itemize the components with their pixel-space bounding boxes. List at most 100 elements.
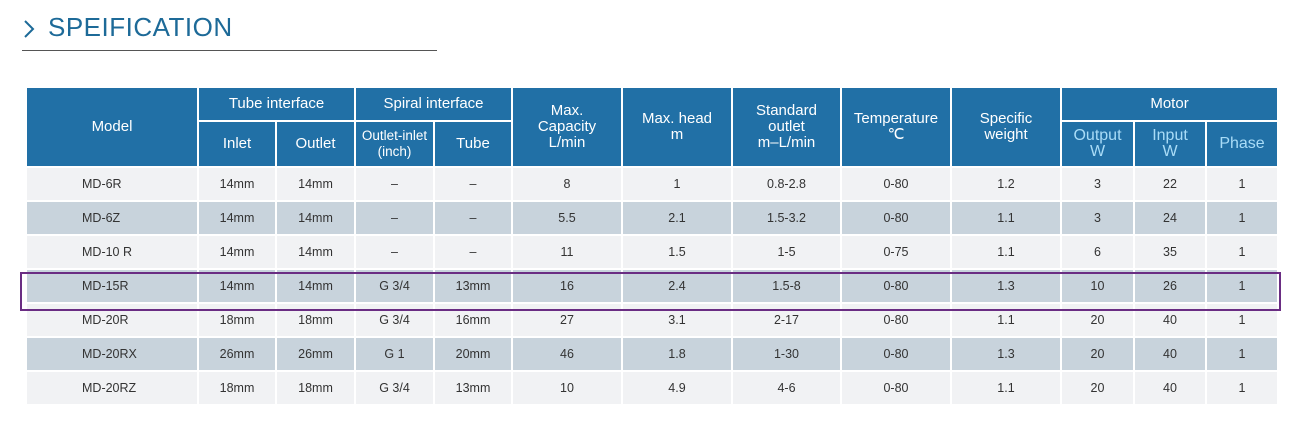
table-cell: 14mm — [275, 234, 356, 270]
table-cell: 1 — [1204, 336, 1280, 372]
table-cell: 0-80 — [840, 302, 952, 338]
table-row: MD-20RX 26mm 26mm G 1 20mm 46 1.8 1-30 0-80 1.3 20… — [25, 336, 1280, 372]
table-cell: 18mm — [197, 370, 277, 406]
table-cell: 1 — [621, 166, 733, 202]
header-line: Specific — [979, 110, 1033, 127]
header-cell: Outlet — [275, 120, 356, 168]
header-cell: Input W — [1133, 120, 1207, 168]
table-cell: MD-15R — [25, 268, 199, 304]
header-cell: Inlet — [197, 120, 277, 168]
header-line: m–L/min — [757, 134, 816, 151]
table-cell: MD-10 R — [25, 234, 199, 270]
table-cell: – — [433, 166, 513, 202]
table-cell: 0-80 — [840, 268, 952, 304]
table-cell: 11 — [511, 234, 623, 270]
table-body: MD-6R 14mm 14mm – –8 1 0.8-2.8 0-80 1.2 3 22 1 MD-6Z… — [25, 166, 1280, 406]
header-cell: Tube interface — [197, 86, 356, 122]
table-cell: 0-80 — [840, 166, 952, 202]
table-cell: 26mm — [275, 336, 356, 372]
table-cell: 1.5-8 — [731, 268, 842, 304]
table-cell: 22 — [1133, 166, 1207, 202]
table-cell: 1.1 — [950, 302, 1062, 338]
table-cell: G 3/4 — [354, 268, 435, 304]
table-cell: 1.8 — [621, 336, 733, 372]
table-cell: 1.2 — [950, 166, 1062, 202]
header-cell: Outlet-inlet (inch) — [354, 120, 435, 168]
table-cell: 8 — [511, 166, 623, 202]
table-cell: 20 — [1060, 302, 1135, 338]
table-row: MD-6Z 14mm 14mm – –5.5 2.1 1.5-3.2 0-80 1.1 3 24 1 — [25, 200, 1280, 236]
table-cell: 20 — [1060, 370, 1135, 406]
table-cell: 1.1 — [950, 200, 1062, 236]
header-cell: Output W — [1060, 120, 1135, 168]
table-cell: 0-80 — [840, 336, 952, 372]
table-cell: – — [354, 166, 435, 202]
table-cell: 3.1 — [621, 302, 733, 338]
table-cell: 1 — [1204, 302, 1280, 338]
header-cell: Max. head m — [621, 86, 733, 168]
header-cell: Tube — [433, 120, 513, 168]
table-row: MD-6R 14mm 14mm – –8 1 0.8-2.8 0-80 1.2 3 22 1 — [25, 166, 1280, 202]
table-cell: 0-75 — [840, 234, 952, 270]
header-line: W — [1162, 143, 1178, 160]
table-cell: 1 — [1204, 200, 1280, 236]
table-cell: 14mm — [275, 200, 356, 236]
header-line: Capacity — [537, 118, 597, 135]
header-line: ℃ — [887, 126, 905, 143]
header-line: Standard — [756, 102, 817, 119]
table-cell: 0-80 — [840, 370, 952, 406]
table-cell: MD-20RX — [25, 336, 199, 372]
table-cell: 26 — [1133, 268, 1207, 304]
table-cell: 20 — [1060, 336, 1135, 372]
table-cell: 13mm — [433, 370, 513, 406]
table-cell: MD-20RZ — [25, 370, 199, 406]
header-cell: Specific weight — [950, 86, 1062, 168]
table-cell: – — [354, 234, 435, 270]
table-cell: 3 — [1060, 166, 1135, 202]
table-cell: 3 — [1060, 200, 1135, 236]
table-cell: 5.5 — [511, 200, 623, 236]
table-cell: 1.5 — [621, 234, 733, 270]
table-cell: 24 — [1133, 200, 1207, 236]
header-cell: Standard outlet m–L/min — [731, 86, 842, 168]
table-cell: 2.1 — [621, 200, 733, 236]
header-line: Temperature — [853, 110, 939, 127]
header-line: Input — [1152, 127, 1188, 144]
table-row: MD-20RZ 18mm 18mm G 3/4 13mm 10 4.9 4-6 0-80 1.1 2… — [25, 370, 1280, 406]
table-cell: 1.3 — [950, 336, 1062, 372]
table-cell: 18mm — [197, 302, 277, 338]
table-cell: 1.1 — [950, 234, 1062, 270]
header-line: W — [1089, 143, 1106, 160]
table-cell: 1 — [1204, 370, 1280, 406]
table-cell: 1-30 — [731, 336, 842, 372]
table-cell: 40 — [1133, 336, 1207, 372]
table-cell: 2.4 — [621, 268, 733, 304]
table-cell: 0-80 — [840, 200, 952, 236]
header-cell: Max. Capacity L/min — [511, 86, 623, 168]
table-cell: MD-6Z — [25, 200, 199, 236]
header-line: L/min — [548, 134, 586, 151]
table-cell: 1-5 — [731, 234, 842, 270]
header-line: m — [670, 126, 684, 143]
table-cell: 1.1 — [950, 370, 1062, 406]
table-row: MD-10 R 14mm 14mm – –11 1.5 1-5 0-75 1.1 6 35 1 — [25, 234, 1280, 270]
table-cell: 0.8-2.8 — [731, 166, 842, 202]
spec-table: Model Tube interface Spiral interface Ma… — [25, 86, 1280, 406]
header-line: outlet — [768, 118, 805, 135]
table-cell: 6 — [1060, 234, 1135, 270]
header-line: Output — [1073, 127, 1122, 144]
table-cell: 18mm — [275, 370, 356, 406]
table-cell: – — [433, 200, 513, 236]
table-cell: 18mm — [275, 302, 356, 338]
table-cell: 16mm — [433, 302, 513, 338]
table-cell: – — [433, 234, 513, 270]
table-cell: 35 — [1133, 234, 1207, 270]
section-title: SPEIFICATION — [48, 12, 233, 42]
header-line: Max. head — [641, 110, 713, 127]
table-cell: 14mm — [197, 166, 277, 202]
title-underline — [22, 50, 437, 51]
header-cell: Temperature ℃ — [840, 86, 952, 168]
table-cell: 20mm — [433, 336, 513, 372]
table-cell: 16 — [511, 268, 623, 304]
